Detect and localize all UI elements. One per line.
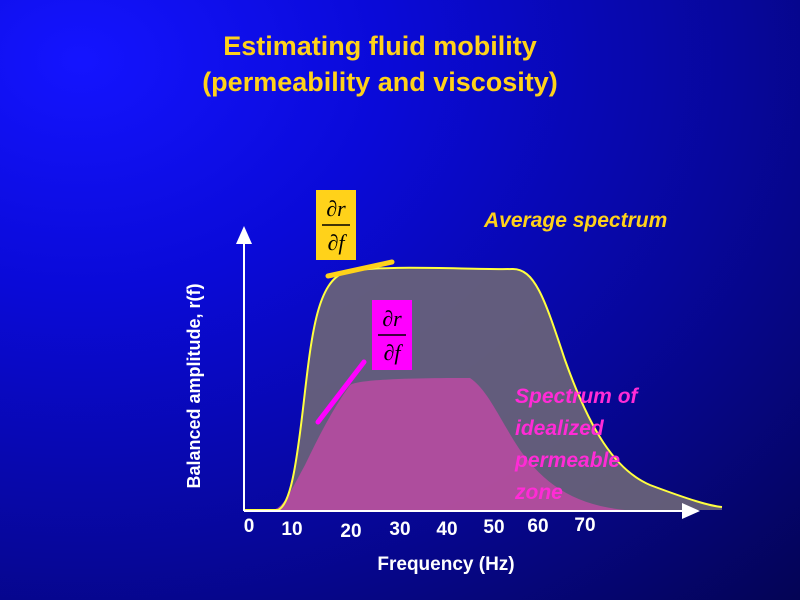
x-tick-label: 0 [244,516,255,537]
permeable-zone-label: Spectrum of idealized permeable zone [514,385,640,504]
average-derivative-numerator: ∂r [326,196,346,221]
average-tangent-line [325,259,395,279]
x-tick-label: 70 [574,515,595,536]
permeable-derivative-denominator: ∂f [384,340,404,365]
permeable-label-line-4: zone [514,481,563,504]
y-axis-label: Balanced amplitude, r(f) [184,283,204,488]
average-spectrum-label: Average spectrum [483,209,667,232]
x-tick-label: 20 [340,521,361,542]
permeable-label-line-1: Spectrum of [515,385,640,408]
permeable-tangent-line [315,359,367,425]
average-derivative-box: ∂r ∂f [316,190,356,260]
permeable-label-line-2: idealized [515,417,605,440]
x-tick-label: 60 [527,516,548,537]
x-tick-label: 30 [389,519,410,540]
average-spectrum-curve [244,266,723,511]
page-title: Estimating fluid mobility (permeability … [0,28,760,100]
x-tick-label: 10 [281,519,302,540]
permeable-label-line-3: permeable [514,449,620,472]
x-tick-label: 40 [436,519,457,540]
title-line-1: Estimating fluid mobility [223,31,537,61]
average-derivative-denominator: ∂f [328,230,348,255]
x-axis-label: Frequency (Hz) [377,554,514,575]
x-tick-label: 50 [483,517,504,538]
title-line-2: (permeability and viscosity) [202,67,558,97]
x-tick-labels: 0 10 20 30 40 50 60 70 [244,515,596,542]
permeable-derivative-numerator: ∂r [382,306,402,331]
permeable-spectrum-area [272,378,625,510]
permeable-derivative-box: ∂r ∂f [372,300,412,370]
